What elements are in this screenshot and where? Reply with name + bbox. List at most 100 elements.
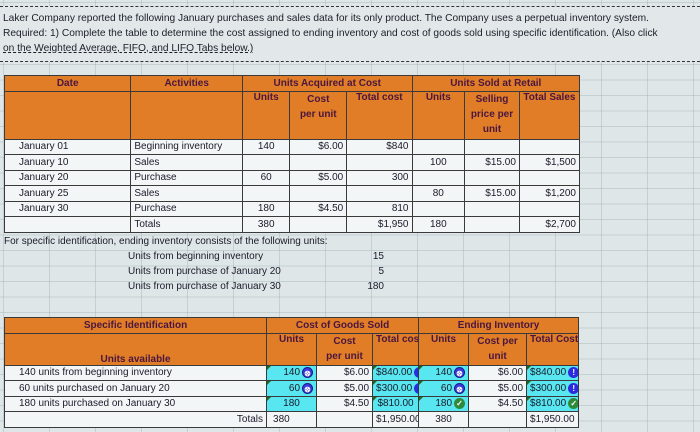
cogs-total-value: $840.00 [376,367,413,379]
sold-units-cell [411,169,466,186]
header-sold-price-line1: Selling [475,93,509,105]
header-acq-cost-line1: Cost [307,93,330,105]
acq-total-cell [346,185,413,202]
cogs-total-input[interactable]: $840.00! [372,364,420,381]
cogs-total-input[interactable]: $300.00! [372,380,420,397]
date-cell: January 10 [3,154,132,171]
header-sold-total: Total Sales [518,90,581,140]
totals-acq-units: 380 [241,216,291,233]
cogs-total-value: $810.00 [377,398,414,410]
acq-units-cell: 60 [241,169,291,186]
ending-units-item: Units from beginning inventory 15 [128,251,384,266]
ei-total-input[interactable]: $810.00 ✓ [526,395,580,412]
ei-total-value: $840.00 [530,367,567,379]
totals-cogs-units: 380 [266,411,318,428]
acq-total-cell: 300 [346,169,413,186]
sold-total-cell: $1,500 [518,154,581,171]
header-sold-price: Selling price per unit [464,90,520,140]
header-ei-cost: Cost per unit [468,332,528,366]
totals-row: Totals 380 $1,950 180 $2,700 [3,216,581,233]
cogs-cost-cell: $5.00 [316,380,374,397]
ei-units-input[interactable]: 140 ⊗ [418,364,470,381]
incorrect-icon: ⊗ [302,382,314,394]
acq-cost-cell [289,154,348,171]
ending-units-value: 180 [367,281,384,292]
header-activities-blank [130,90,243,140]
ending-units-label: Units from purchase of January 20 [128,266,281,277]
header-acq-total: Total cost [346,90,413,140]
acq-units-cell: 180 [241,200,291,217]
totals-sold-price-blank [464,216,520,233]
header-cogs: Cost of Goods Sold [266,317,420,334]
cogs-total-input[interactable]: $810.00 [372,395,420,412]
cogs-cost-cell: $4.50 [316,395,374,412]
cogs-units-input[interactable]: 140 ⊗ [266,364,318,381]
totals-cogs-cost-blank [316,411,374,428]
header-sold-price-line3: unit [482,123,502,135]
ending-units-item: Units from purchase of January 20 5 [128,266,384,281]
activity-cell: Purchase [130,169,243,186]
acq-total-cell [346,154,413,171]
table-row: January 30 Purchase 180 $4.50 810 [3,200,581,217]
sold-units-cell [411,138,466,155]
activity-cell: Sales [130,154,243,171]
ei-total-value: $810.00 [530,398,567,410]
totals-ei-total: $1,950.00 [526,411,580,428]
sold-price-cell [464,138,520,155]
table-row: January 25 Sales 80 $15.00 $1,200 [3,185,581,202]
info-icon: ! [414,382,418,394]
totals-sold-total: $2,700 [518,216,581,233]
ei-units-value: 140 [435,367,453,379]
table-row: January 10 Sales 100 $15.00 $1,500 [3,154,581,171]
ei-total-input[interactable]: $300.00! [526,380,580,397]
acq-units-cell [241,185,291,202]
ending-units-item: Units from purchase of January 30 180 [128,281,384,296]
sold-total-cell [518,138,581,155]
totals-row: Totals 380 $1,950.00 380 $1,950.00 [3,411,580,428]
header-acq-cost-line2: per unit [299,108,337,120]
acq-cost-cell [289,185,348,202]
cogs-units-input[interactable]: 180 [266,395,318,412]
incorrect-icon: ⊗ [302,367,314,379]
info-icon: ! [568,382,578,394]
header-activities: Activities [130,75,243,92]
problem-statement: Laker Company reported the following Jan… [0,6,700,62]
cogs-units-input[interactable]: 60 ⊗ [266,380,318,397]
activity-cell: Beginning inventory [130,138,243,155]
table-row: January 01 Beginning inventory 140 $6.00… [3,138,581,155]
problem-line-2: Required: 1) Complete the table to deter… [3,28,658,39]
ei-cost-cell: $4.50 [468,395,528,412]
acq-cost-cell: $6.00 [289,138,348,155]
units-available-label: 140 units from beginning inventory [3,364,268,381]
totals-label: Totals [130,216,243,233]
activity-cell: Purchase [130,200,243,217]
table-row: 140 units from beginning inventory 140 ⊗ … [3,364,580,381]
date-cell: January 30 [3,200,132,217]
header-ei-cost-line2: unit [488,350,507,362]
header-units-acquired: Units Acquired at Cost [241,75,413,92]
header-cogs-cost-line1: Cost [333,335,356,347]
acq-total-cell: $840 [346,138,413,155]
header-sold-price-line2: price per [470,108,514,120]
date-cell: January 25 [3,185,132,202]
ei-units-input[interactable]: 60 ⊗ [418,380,470,397]
acq-cost-cell: $5.00 [289,169,348,186]
cogs-total-value: $300.00 [376,382,413,394]
acq-units-cell [241,154,291,171]
header-cogs-total: Total cost [372,332,420,366]
ei-total-input[interactable]: $840.00! [526,364,580,381]
info-icon: ! [568,367,578,379]
ei-units-input[interactable]: 180 ✓ [418,395,470,412]
ending-units-list: Units from beginning inventory 15 Units … [128,251,384,296]
ei-cost-cell: $5.00 [468,380,528,397]
header-ending-inventory: Ending Inventory [418,317,580,334]
check-icon: ✓ [454,398,466,410]
totals-acq-total: $1,950 [346,216,413,233]
sold-price-cell [464,200,520,217]
header-date-blank [3,90,132,140]
ei-units-value: 180 [435,398,453,410]
header-ei-total: Total Cost [526,332,580,366]
date-cell: January 01 [3,138,132,155]
sold-price-cell: $15.00 [464,154,520,171]
date-cell: January 20 [3,169,132,186]
